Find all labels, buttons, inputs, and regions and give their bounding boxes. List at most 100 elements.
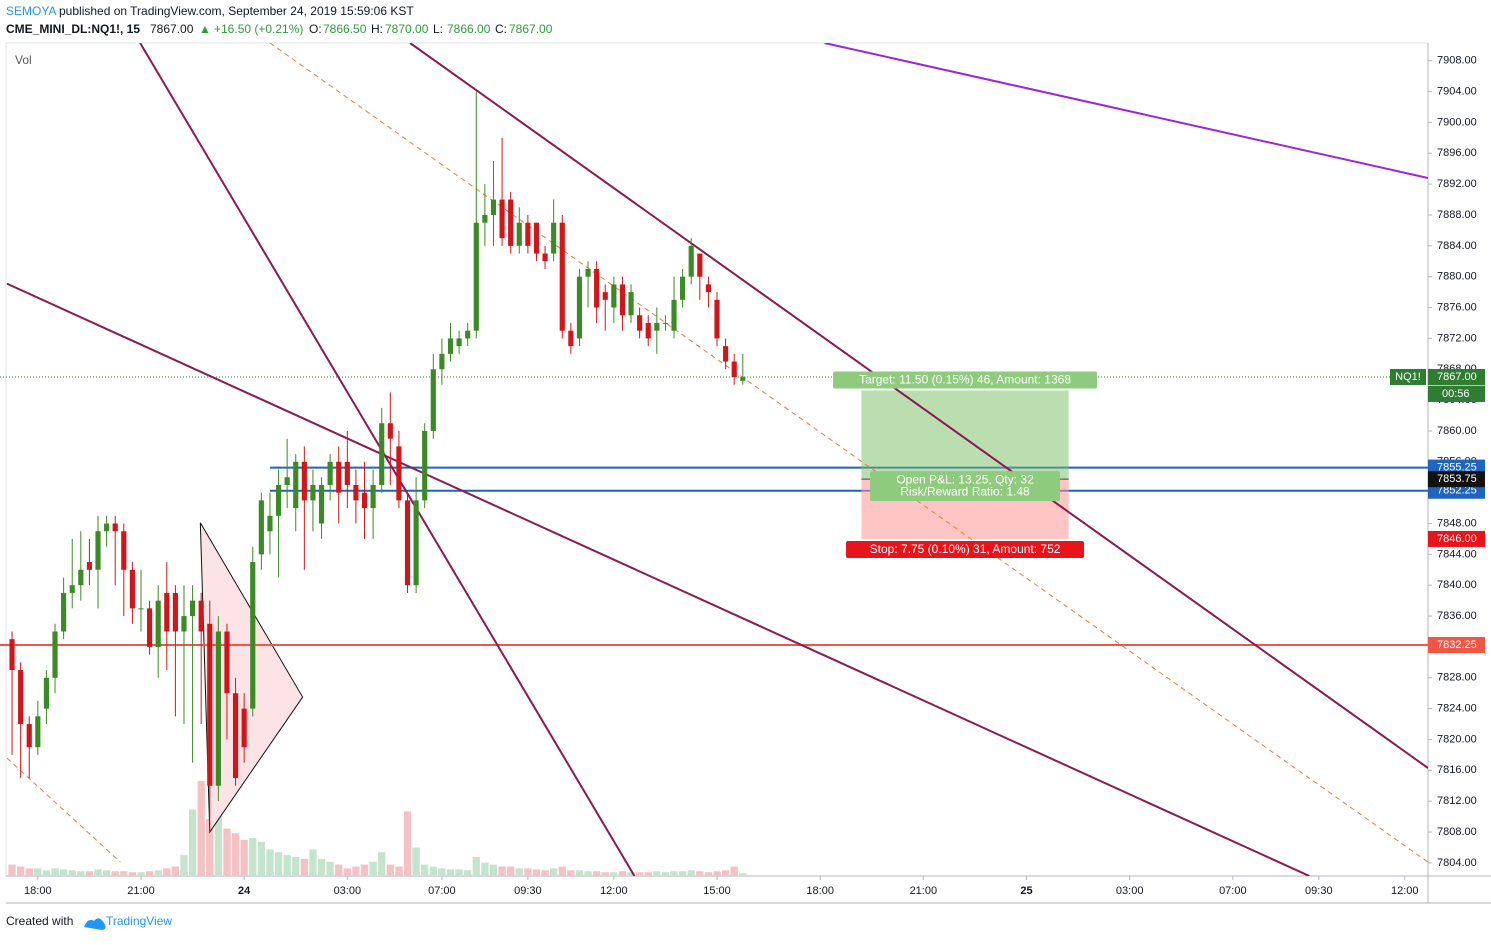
x-tick-label: 03:00: [334, 885, 362, 897]
candle-body: [189, 600, 196, 617]
volume-bar: [558, 866, 566, 876]
volume-bar: [421, 864, 429, 876]
volume-bar: [111, 871, 119, 876]
y-tick-label: 7904.00: [1437, 85, 1477, 97]
candle-body: [69, 585, 75, 593]
candle-body: [61, 592, 67, 632]
candle-body: [533, 222, 540, 254]
volume-bar: [403, 811, 412, 876]
candle-body: [430, 369, 436, 431]
candle-body: [465, 330, 471, 339]
stop-text-box: [846, 540, 1085, 558]
y-tick-label: 7808.00: [1437, 826, 1477, 838]
volume-bar: [34, 868, 42, 876]
y-tick-label: 7872.00: [1437, 332, 1477, 344]
last-price: 7867.00: [1437, 371, 1477, 383]
candle-body: [611, 284, 617, 308]
footer-brand[interactable]: TradingView: [106, 914, 172, 928]
candle-body: [456, 338, 462, 347]
volume-bar: [378, 852, 386, 876]
volume-bar: [696, 871, 704, 876]
ohlc-key: O:: [309, 22, 322, 36]
candle-body: [224, 631, 230, 694]
volume-bar: [154, 870, 162, 876]
candle-body: [147, 608, 153, 647]
volume-bar: [274, 852, 283, 876]
candle-body: [301, 461, 307, 501]
volume-bar: [653, 871, 661, 876]
ohlc-value: 7870.00: [385, 22, 429, 36]
volume-bar: [464, 870, 472, 876]
author[interactable]: SEMOYA: [6, 4, 56, 18]
pnl-box: [870, 471, 1061, 502]
volume-bar: [541, 870, 549, 876]
y-tick-label: 7880.00: [1437, 271, 1477, 283]
volume-bar: [102, 870, 111, 876]
volume-bar: [16, 866, 25, 876]
ohlc-value: 7867.00: [509, 22, 553, 36]
volume-bar: [515, 868, 523, 876]
trend-line: [409, 43, 1428, 769]
candle-body: [164, 592, 170, 632]
volume-bar: [343, 868, 351, 876]
candle-body: [215, 631, 221, 786]
candle-body: [198, 600, 204, 632]
published: published on TradingView.com, September …: [59, 4, 414, 18]
volume-bar: [292, 857, 300, 876]
volume-bar: [59, 869, 68, 876]
candle-body: [95, 531, 101, 570]
candle-body: [628, 292, 634, 316]
volume-bar: [335, 864, 343, 876]
x-tick-label: 15:00: [703, 885, 731, 897]
target-zone: [861, 390, 1069, 480]
countdown-box: [1428, 385, 1485, 402]
x-tick-label: 24: [238, 885, 251, 897]
candle-body: [637, 315, 643, 331]
volume-bar: [730, 866, 738, 876]
volume-label: Vol: [15, 53, 32, 67]
volume-bar: [145, 871, 154, 876]
candle-body: [447, 338, 454, 354]
volume-bar: [369, 861, 377, 876]
volume-bar: [240, 839, 248, 876]
candle-body: [155, 600, 161, 647]
candle-body: [568, 330, 574, 347]
candle-body: [181, 616, 187, 632]
candle-body: [207, 623, 213, 786]
ohlc-value: 7866.50: [323, 22, 367, 36]
volume-bar: [395, 866, 403, 876]
candle-body: [671, 299, 677, 331]
candle-body: [353, 484, 359, 501]
volume-bar: [352, 866, 360, 876]
candle-body: [250, 562, 256, 709]
candle-body: [602, 292, 608, 300]
candle-body: [344, 461, 350, 485]
volume-bar: [567, 870, 575, 876]
volume-bar: [180, 855, 188, 876]
candle-body: [129, 569, 135, 609]
candle-body: [723, 346, 729, 362]
entry-price-box: [1428, 471, 1485, 488]
candle-body: [275, 484, 282, 516]
volume-bar: [163, 868, 171, 876]
volume-bar: [678, 871, 687, 876]
symbol: CME_MINI_DL:NQ1!, 15: [6, 22, 140, 36]
volume-bar: [429, 866, 437, 876]
stop-price-box: [1428, 530, 1485, 547]
candle-body: [9, 639, 15, 671]
x-tick-label: 07:00: [428, 885, 456, 897]
candle-body: [662, 322, 669, 324]
y-tick-label: 7812.00: [1437, 795, 1477, 807]
volume-bar: [481, 862, 489, 876]
volume-bar: [231, 833, 240, 876]
candle-body: [172, 592, 178, 632]
ohlc-key: C:: [495, 22, 507, 36]
candle-body: [387, 423, 393, 439]
volume-bar: [601, 872, 609, 876]
volume-bar: [438, 868, 446, 876]
x-tick-label: 21:00: [910, 885, 938, 897]
y-tick-label: 7888.00: [1437, 209, 1477, 221]
candle-body: [138, 608, 144, 610]
candle-body: [18, 670, 24, 725]
entry-price: 7853.75: [1437, 473, 1477, 485]
